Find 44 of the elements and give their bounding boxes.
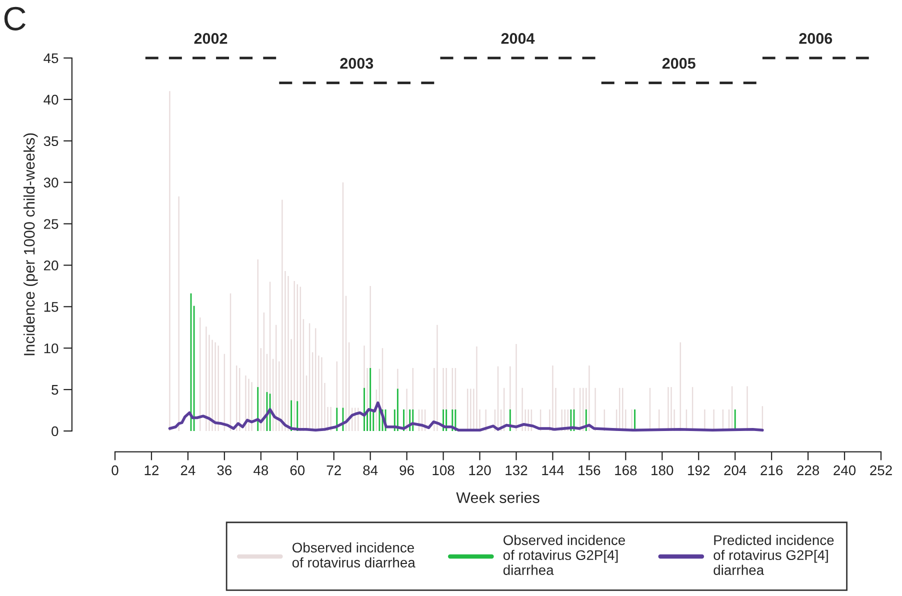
x-tick-label: 0 — [112, 465, 118, 476]
x-tick-label: 252 — [870, 465, 892, 476]
series-label: 2002 — [194, 33, 228, 44]
x-tick-label: 180 — [652, 465, 674, 476]
y-tick-label: 35 — [44, 136, 58, 146]
y-tick-label: 30 — [44, 178, 58, 188]
legend-label: Predicted incidence of rotavirus G2P[4] diarrhea — [714, 534, 834, 575]
x-tick-label: 72 — [326, 465, 341, 476]
y-tick-label: 40 — [44, 94, 58, 105]
x-tick-label: 156 — [578, 465, 600, 476]
line-series — [168, 401, 764, 432]
series-label: 2005 — [662, 58, 696, 69]
x-tick-label: 60 — [290, 465, 305, 476]
x-tick-label: 192 — [688, 465, 710, 476]
y-tick-label: 5 — [52, 385, 58, 395]
x-tick-label: 168 — [615, 465, 637, 476]
x-tick-label: 204 — [724, 465, 746, 476]
x-tick-label: 36 — [217, 465, 232, 476]
x-tick-label: 12 — [144, 465, 159, 476]
x-tick-label: 24 — [180, 465, 196, 476]
x-tick-label: 228 — [797, 465, 820, 476]
x-tick-label: 108 — [432, 465, 454, 476]
x-tick-label: 120 — [469, 465, 491, 476]
series-label: 2004 — [501, 33, 535, 44]
x-axis-title: Week series — [456, 492, 540, 504]
series-label: 2006 — [799, 33, 832, 44]
x-tick-label: 144 — [542, 466, 564, 476]
series-label: 2003 — [340, 58, 374, 69]
y-tick-label: 45 — [44, 53, 58, 64]
x-tick-label: 240 — [834, 465, 856, 476]
legend-label: Observed incidence of rotavirus diarrhea — [292, 542, 416, 568]
y-tick-label: 0 — [52, 426, 58, 436]
y-tick-label: 10 — [44, 343, 58, 354]
text: C — [4, 6, 26, 30]
legend-label: Observed incidence of rotavirus G2P[4] diarrhea — [503, 534, 625, 575]
x-tick-label: 96 — [400, 465, 414, 476]
y-tick-label: 25 — [44, 219, 58, 229]
x-tick-label: 216 — [760, 465, 783, 476]
x-tick-label: 132 — [506, 465, 528, 476]
x-tick-label: 84 — [363, 465, 378, 476]
y-tick-label: 15 — [44, 302, 58, 312]
y-tick-label: 20 — [44, 260, 58, 270]
x-tick-label: 48 — [254, 465, 268, 476]
y-axis-title: Incidence (per 1000 child-weeks) — [24, 133, 38, 356]
